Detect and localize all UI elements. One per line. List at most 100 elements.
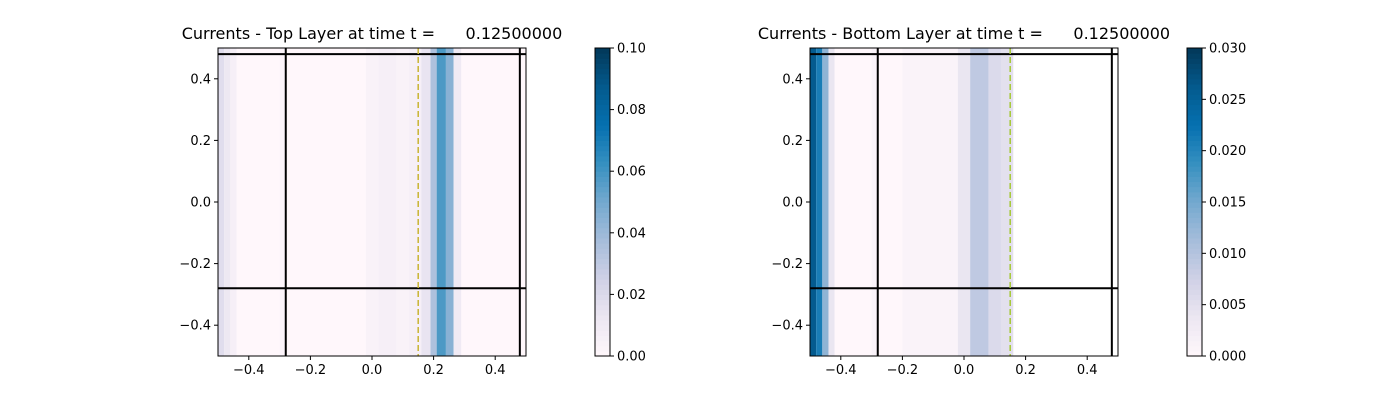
x-tick-label: 0.4 bbox=[485, 363, 506, 378]
colorbar-segment bbox=[595, 345, 610, 352]
colorbar-segment bbox=[595, 314, 610, 321]
x-tick-label: 0.2 bbox=[423, 363, 444, 378]
colorbar-tick-label: 0.02 bbox=[617, 288, 646, 303]
x-tick-label: 0.0 bbox=[954, 363, 975, 378]
colorbar-segment bbox=[1187, 335, 1202, 342]
colorbar-segment bbox=[1187, 345, 1202, 352]
heatmap-band bbox=[279, 48, 286, 356]
colorbar-segment bbox=[1187, 130, 1202, 136]
colorbar-segment bbox=[595, 160, 610, 167]
colorbar-segment bbox=[595, 227, 610, 234]
y-tick-label: 0.0 bbox=[190, 196, 211, 211]
colorbar-tick-label: 0.08 bbox=[617, 103, 646, 118]
colorbar-segment bbox=[1187, 191, 1202, 198]
colorbar-segment bbox=[1187, 309, 1202, 316]
colorbar-segment bbox=[1187, 227, 1202, 234]
colorbar-segment bbox=[595, 350, 610, 357]
colorbar-segment bbox=[595, 125, 610, 131]
colorbar-segment bbox=[1187, 83, 1202, 90]
colorbar-tick-label: 0.015 bbox=[1209, 196, 1246, 211]
colorbar-segment bbox=[595, 299, 610, 306]
colorbar-tick-label: 0.10 bbox=[617, 42, 646, 57]
colorbar-segment bbox=[1187, 237, 1202, 244]
colorbar-segment bbox=[595, 83, 610, 90]
colorbar-segment bbox=[1187, 68, 1202, 75]
x-tick-label: 0.2 bbox=[1015, 363, 1036, 378]
colorbar-segment bbox=[1187, 263, 1202, 270]
colorbar-segment bbox=[595, 212, 610, 218]
colorbar-segment bbox=[1187, 89, 1202, 95]
heatmap-band bbox=[408, 48, 422, 356]
colorbar-frame bbox=[594, 47, 611, 357]
heatmap-band bbox=[834, 48, 872, 356]
colorbar-segment bbox=[595, 68, 610, 75]
colorbar-segment bbox=[1187, 145, 1202, 152]
colorbar-segment bbox=[1187, 304, 1202, 311]
colorbar-segment bbox=[595, 155, 610, 162]
colorbar-segment bbox=[1187, 232, 1202, 239]
chart-title: Currents - Bottom Layer at time t = 0.12… bbox=[758, 24, 1170, 43]
colorbar-segment bbox=[1187, 258, 1202, 265]
x-tick-label: 0.4 bbox=[1077, 363, 1098, 378]
colorbar-tick-label: 0.030 bbox=[1209, 42, 1246, 57]
colorbar-segment bbox=[1187, 207, 1202, 213]
colorbar-segment bbox=[595, 279, 610, 285]
colorbar-segment bbox=[595, 335, 610, 342]
colorbar-segment bbox=[595, 248, 610, 254]
colorbar-segment bbox=[595, 104, 610, 111]
colorbar-segment bbox=[595, 196, 610, 203]
colorbar-segment bbox=[1187, 284, 1202, 290]
colorbar-segment bbox=[1187, 176, 1202, 183]
colorbar-tick-label: 0.06 bbox=[617, 165, 646, 180]
colorbar-tick-label: 0.00 bbox=[617, 350, 646, 365]
colorbar-segment bbox=[1187, 160, 1202, 167]
colorbar-segment bbox=[595, 186, 610, 193]
colorbar-segment bbox=[1187, 248, 1202, 254]
colorbar-segment bbox=[595, 73, 610, 80]
colorbar-segment bbox=[595, 304, 610, 311]
colorbar-segment bbox=[1187, 294, 1202, 301]
colorbar-segment bbox=[1187, 299, 1202, 306]
colorbar-segment bbox=[595, 253, 610, 260]
colorbar-tick-label: 0.04 bbox=[617, 226, 646, 241]
colorbar-segment bbox=[595, 119, 610, 126]
colorbar-segment bbox=[595, 171, 610, 177]
colorbar-segment bbox=[595, 340, 610, 347]
colorbar-segment bbox=[1187, 268, 1202, 275]
colorbar-segment bbox=[595, 53, 610, 59]
colorbar-segment bbox=[595, 207, 610, 213]
colorbar-tick-label: 0.025 bbox=[1209, 93, 1246, 108]
colorbar-segment bbox=[1187, 279, 1202, 285]
colorbar-segment bbox=[1187, 253, 1202, 260]
colorbar-segment bbox=[1187, 171, 1202, 177]
colorbar-segment bbox=[1187, 53, 1202, 59]
heatmap-band bbox=[285, 48, 366, 356]
heatmap-band bbox=[902, 48, 958, 356]
x-tick-label: −0.4 bbox=[825, 363, 857, 378]
colorbar-segment bbox=[1187, 325, 1202, 331]
colorbar-segment bbox=[1187, 212, 1202, 218]
colorbar-segment bbox=[595, 263, 610, 270]
colorbar-segment bbox=[595, 58, 610, 64]
colorbar-segment bbox=[1187, 202, 1202, 208]
colorbar-segment bbox=[1187, 314, 1202, 321]
x-tick-label: 0.0 bbox=[362, 363, 383, 378]
chart-title: Currents - Top Layer at time t = 0.12500… bbox=[182, 24, 563, 43]
colorbar-segment bbox=[1187, 340, 1202, 347]
colorbar-segment bbox=[1187, 289, 1202, 295]
y-tick-label: −0.2 bbox=[771, 257, 803, 272]
colorbar-segment bbox=[1187, 48, 1202, 54]
colorbar-segment bbox=[1187, 186, 1202, 193]
colorbar-segment bbox=[1187, 243, 1202, 249]
colorbar-segment bbox=[595, 258, 610, 265]
colorbar-segment bbox=[595, 284, 610, 290]
y-tick-label: 0.4 bbox=[190, 72, 211, 87]
colorbar-segment bbox=[595, 330, 610, 337]
heatmap-band bbox=[871, 48, 878, 356]
heatmap-band bbox=[224, 48, 231, 356]
colorbar-segment bbox=[1187, 350, 1202, 357]
colorbar-segment bbox=[1187, 58, 1202, 64]
y-tick-label: −0.2 bbox=[179, 257, 211, 272]
colorbar-segment bbox=[595, 217, 610, 224]
